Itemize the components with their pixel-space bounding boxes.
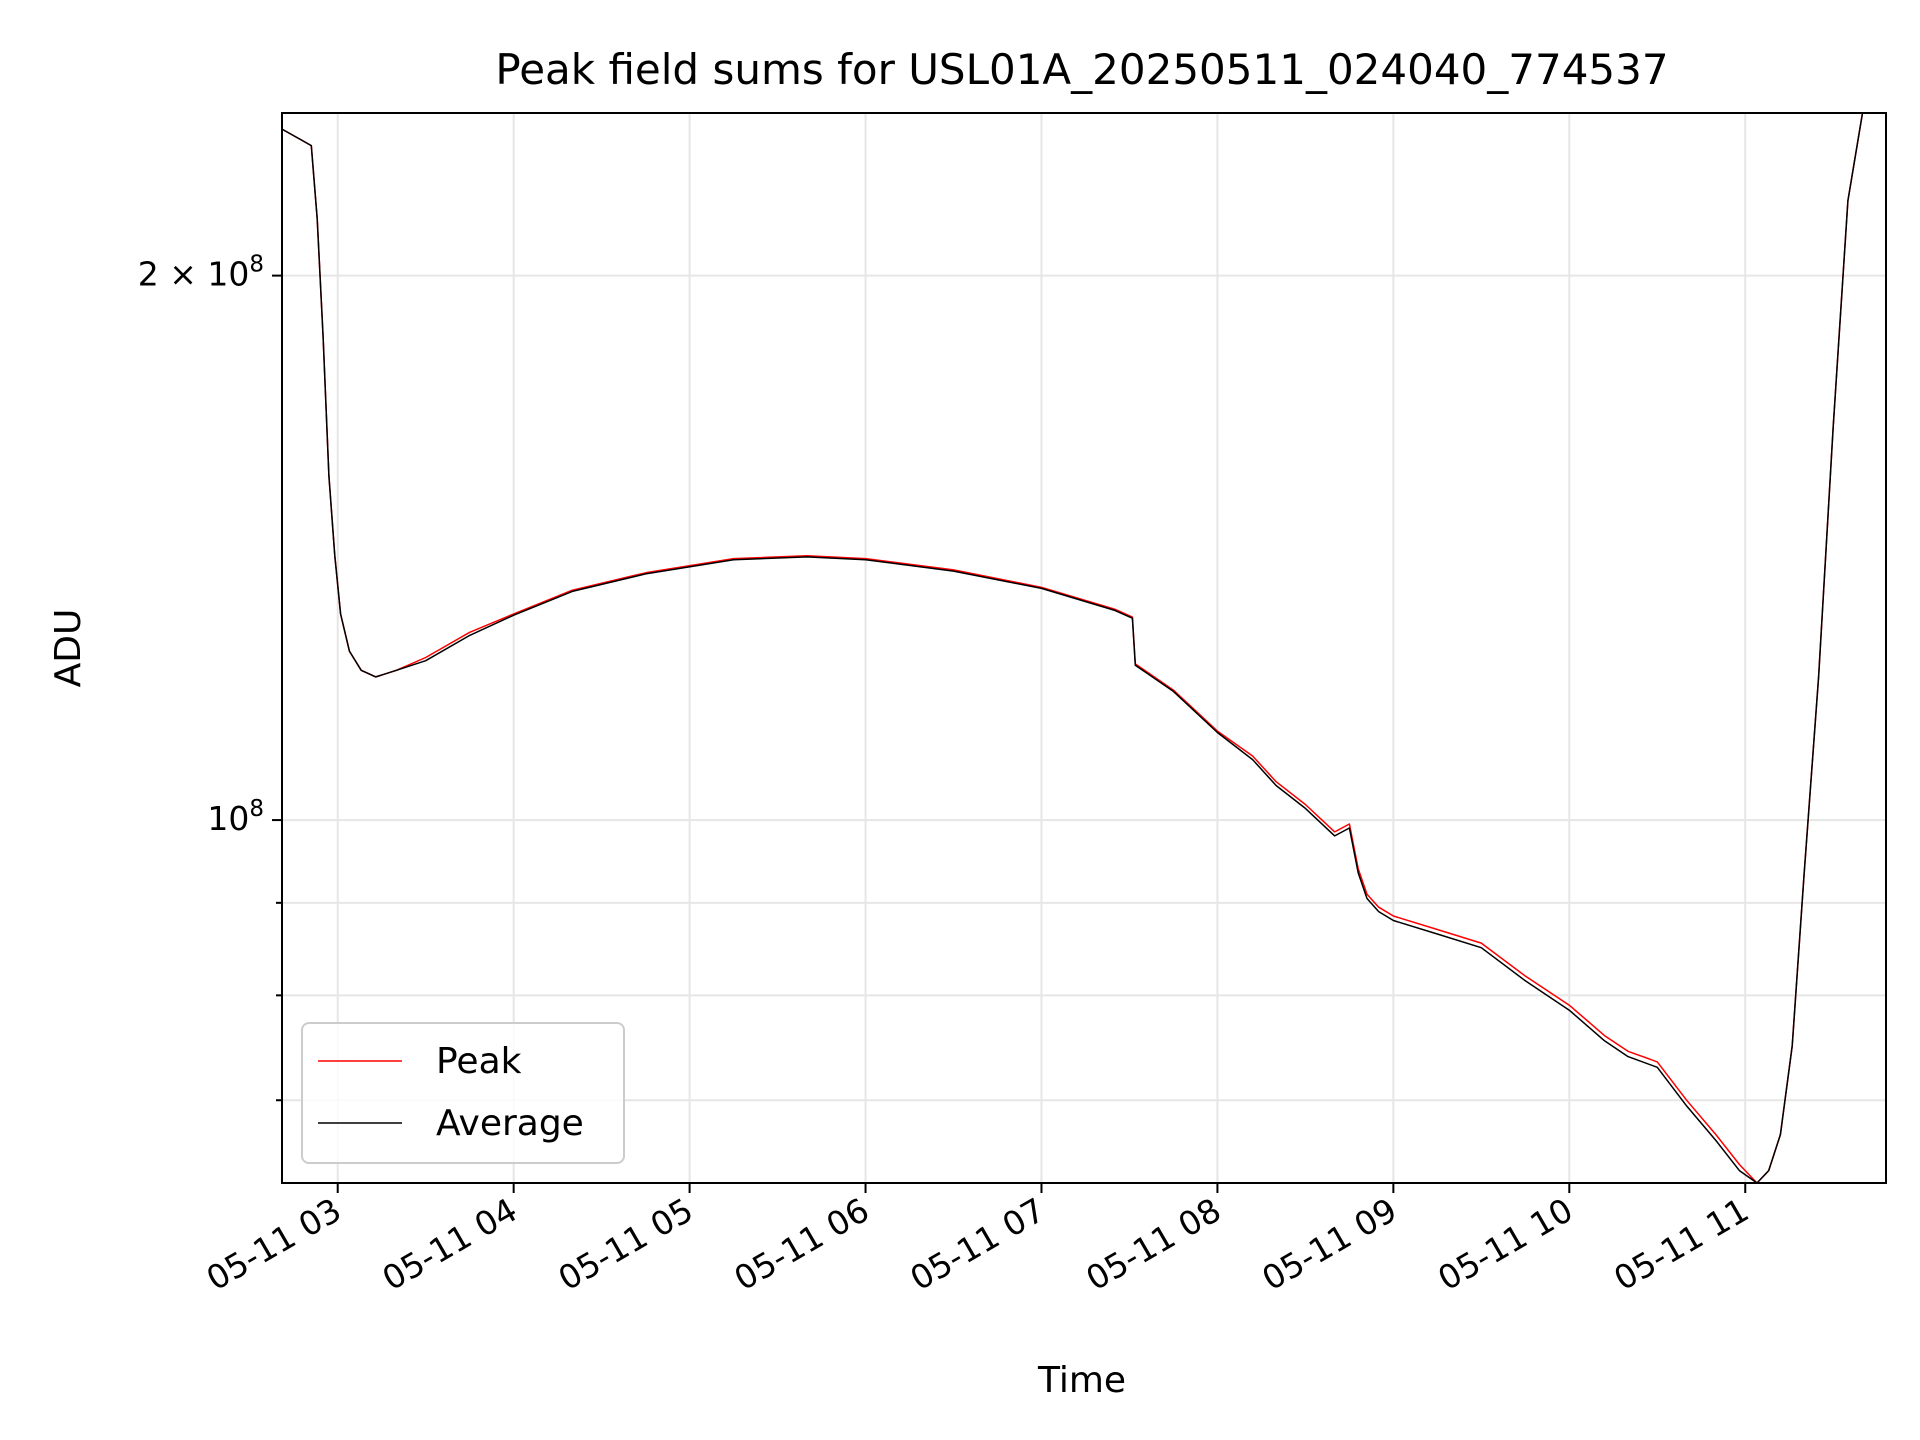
x-tick-label: 05-11 08 [1079,1190,1227,1298]
x-tick-label: 05-11 06 [728,1190,876,1298]
x-tick-label: 05-11 09 [1255,1190,1403,1298]
x-tick-label: 05-11 03 [200,1190,348,1298]
x-tick-label: 05-11 05 [552,1190,700,1298]
y-tick-label: 2 × 108 [138,252,264,294]
legend-label-average: Average [436,1103,584,1144]
y-axis-label: ADU [48,609,89,688]
x-axis-label: Time [1037,1360,1126,1401]
y-tick-label: 108 [207,796,264,838]
x-tick-label: 05-11 04 [376,1190,524,1298]
x-tick-label: 05-11 11 [1607,1190,1755,1298]
x-axis: 05-11 03 05-11 04 05-11 05 05-11 06 05-11 07… [200,1183,1755,1298]
plot-frame [281,112,1887,1184]
series-line-average [281,112,1886,1184]
y-axis: 108 2 × 108 [138,252,282,1102]
legend-label-peak: Peak [436,1041,522,1082]
series-layer [281,112,1886,1184]
chart-title: Peak field sums for USL01A_20250511_0240… [495,45,1668,94]
x-tick-label: 05-11 10 [1431,1190,1579,1298]
legend-box [301,1022,625,1164]
legend: Peak Average [301,1022,625,1164]
x-tick-label: 05-11 07 [903,1190,1051,1298]
